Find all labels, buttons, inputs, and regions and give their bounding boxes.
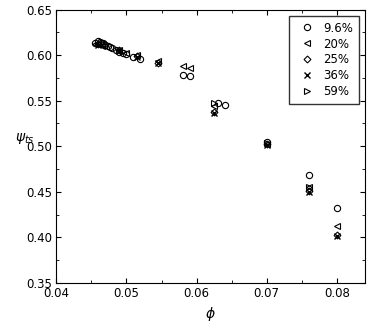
25% bbox=[334, 233, 339, 237]
X-axis label: $\phi$: $\phi$ bbox=[205, 306, 216, 323]
25% bbox=[135, 54, 139, 58]
9.6% bbox=[131, 55, 136, 59]
9.6% bbox=[215, 101, 220, 105]
9.6% bbox=[334, 206, 339, 210]
20% bbox=[124, 51, 129, 55]
9.6% bbox=[121, 51, 125, 55]
36% bbox=[135, 55, 139, 59]
36% bbox=[306, 190, 311, 194]
9.6% bbox=[110, 46, 115, 50]
25% bbox=[156, 60, 160, 64]
9.6% bbox=[96, 39, 101, 43]
20% bbox=[212, 104, 216, 108]
20% bbox=[135, 53, 139, 57]
36% bbox=[212, 111, 216, 115]
36% bbox=[96, 43, 101, 47]
20% bbox=[93, 42, 97, 46]
9.6% bbox=[117, 50, 122, 54]
9.6% bbox=[306, 174, 311, 177]
36% bbox=[334, 234, 339, 238]
Line: 20%: 20% bbox=[92, 41, 340, 229]
20% bbox=[334, 224, 339, 228]
Line: 59%: 59% bbox=[211, 99, 312, 190]
20% bbox=[264, 142, 269, 146]
Line: 9.6%: 9.6% bbox=[92, 38, 340, 211]
20% bbox=[180, 64, 185, 68]
9.6% bbox=[114, 48, 118, 52]
25% bbox=[306, 189, 311, 193]
59% bbox=[212, 101, 216, 105]
36% bbox=[117, 49, 122, 53]
25% bbox=[96, 42, 101, 46]
9.6% bbox=[222, 103, 227, 107]
9.6% bbox=[98, 40, 102, 44]
9.6% bbox=[105, 44, 110, 48]
9.6% bbox=[138, 57, 143, 61]
25% bbox=[117, 48, 122, 52]
Line: 36%: 36% bbox=[95, 42, 340, 240]
Legend: 9.6%, 20%, 25%, 36%, 59%: 9.6%, 20%, 25%, 36%, 59% bbox=[289, 16, 359, 104]
20% bbox=[306, 185, 311, 189]
20% bbox=[117, 48, 122, 52]
25% bbox=[212, 110, 216, 114]
Y-axis label: $\psi_{ts}$: $\psi_{ts}$ bbox=[15, 131, 35, 146]
20% bbox=[100, 44, 104, 48]
9.6% bbox=[124, 52, 129, 56]
20% bbox=[96, 42, 101, 46]
9.6% bbox=[102, 42, 106, 46]
9.6% bbox=[100, 42, 105, 46]
9.6% bbox=[108, 45, 112, 49]
20% bbox=[156, 59, 160, 63]
Line: 25%: 25% bbox=[96, 42, 339, 237]
59% bbox=[306, 185, 311, 189]
25% bbox=[264, 142, 269, 146]
9.6% bbox=[99, 41, 103, 45]
59% bbox=[264, 141, 269, 145]
20% bbox=[187, 66, 192, 70]
9.6% bbox=[103, 43, 108, 47]
9.6% bbox=[93, 41, 97, 45]
9.6% bbox=[264, 140, 269, 144]
9.6% bbox=[180, 73, 185, 77]
36% bbox=[264, 143, 269, 147]
9.6% bbox=[187, 74, 192, 78]
36% bbox=[156, 61, 160, 65]
